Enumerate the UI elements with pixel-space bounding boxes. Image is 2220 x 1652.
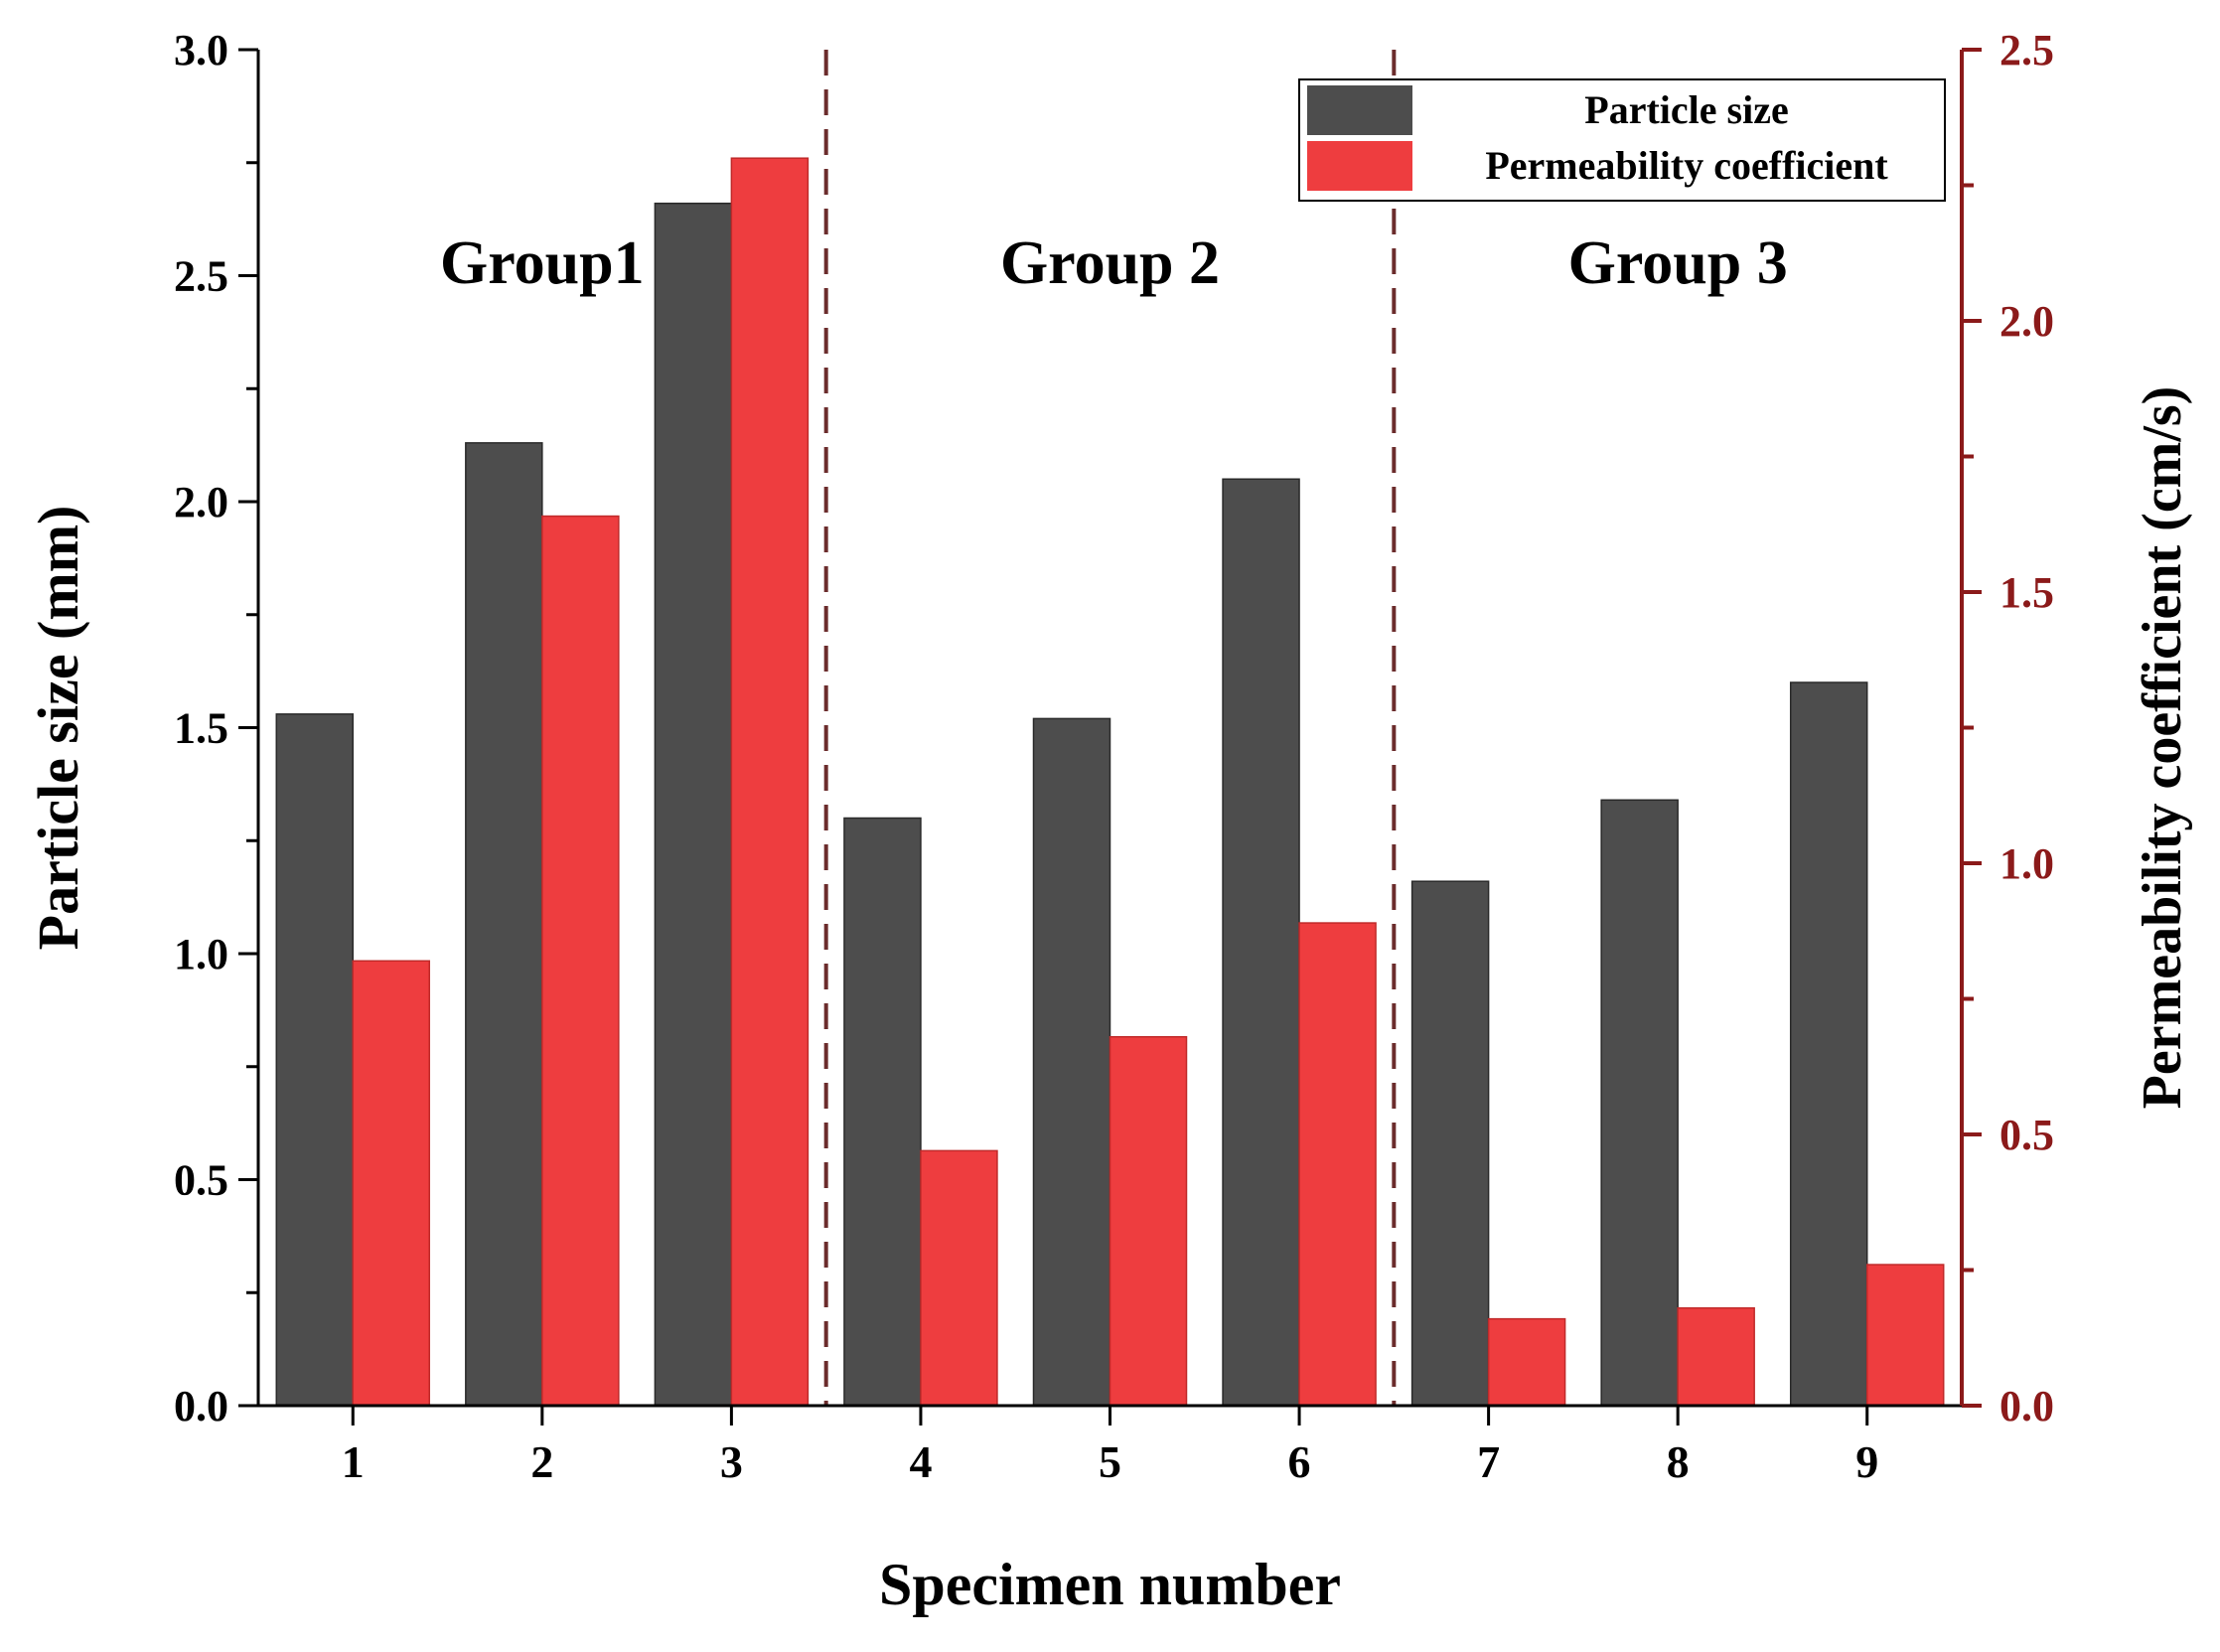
left-tick-label-0.0: 0.0 [174,1382,228,1430]
x-tick-label-5: 5 [1099,1436,1121,1487]
bar-permeability-7 [1487,1317,1566,1407]
group-label-1: Group1 [440,229,645,297]
group-label-2: Group 2 [1000,229,1220,297]
bar-particle-size-9 [1789,681,1868,1407]
left-axis-title: Particle size (mm) [26,506,90,951]
right-tick-label-0.5: 0.5 [1999,1111,2054,1159]
right-tick-label-0.0: 0.0 [1999,1382,2054,1430]
bar-particle-size-4 [843,817,922,1407]
bar-particle-size-2 [465,442,543,1407]
legend-swatch-1 [1307,85,1412,135]
right-tick-label-1.0: 1.0 [1999,839,2054,888]
left-tick-label-1.5: 1.5 [174,704,228,753]
left-tick-label-0.5: 0.5 [174,1156,228,1205]
bar-particle-size-7 [1410,880,1490,1407]
right-tick-label-2.0: 2.0 [1999,297,2054,346]
bar-particle-size-1 [275,713,355,1407]
left-tick-label-3.0: 3.0 [174,26,228,75]
bars [275,157,1945,1407]
x-tick-label-1: 1 [342,1436,365,1487]
legend: Particle size Permeability coefficient [1298,78,1946,202]
bar-permeability-4 [920,1149,998,1407]
x-tick-label-4: 4 [909,1436,932,1487]
left-tick-label-2.5: 2.5 [174,252,228,301]
x-tick-label-7: 7 [1477,1436,1500,1487]
x-tick-label-6: 6 [1288,1436,1311,1487]
right-tick-label-1.5: 1.5 [1999,568,2054,617]
legend-swatch-2 [1307,141,1412,191]
bar-permeability-2 [541,515,620,1407]
axes [238,48,1982,1426]
x-axis-title: Specimen number [879,1552,1341,1617]
right-tick-label-2.5: 2.5 [1999,26,2054,75]
bar-permeability-3 [730,157,810,1407]
x-tick-label-9: 9 [1855,1436,1878,1487]
bar-permeability-9 [1865,1264,1945,1407]
legend-label-1: Particle size [1584,87,1788,132]
left-tick-label-2.0: 2.0 [174,478,228,526]
bar-permeability-5 [1109,1035,1188,1407]
left-tick-label-1.0: 1.0 [174,930,228,978]
x-tick-label-8: 8 [1667,1436,1690,1487]
bar-permeability-6 [1298,922,1377,1407]
legend-label-2: Permeability coefficient [1485,143,1888,188]
bar-particle-size-6 [1222,478,1300,1407]
labels: 0.0 0.5 1.0 1.5 2.0 2.5 3.0 0.0 0.5 1.0 1.5 2.0 2.5 1… [26,26,2193,1617]
x-tick-label-2: 2 [530,1436,553,1487]
bar-particle-size-3 [654,202,733,1407]
bar-particle-size-8 [1600,799,1679,1407]
x-tick-label-3: 3 [720,1436,743,1487]
group-dividers [823,50,1397,1406]
bar-particle-size-5 [1032,717,1111,1407]
bar-permeability-8 [1677,1306,1755,1407]
group-label-3: Group 3 [1568,229,1788,297]
right-axis-title: Permeability coefficient (cm/s) [2132,386,2193,1110]
bar-permeability-1 [352,960,431,1407]
